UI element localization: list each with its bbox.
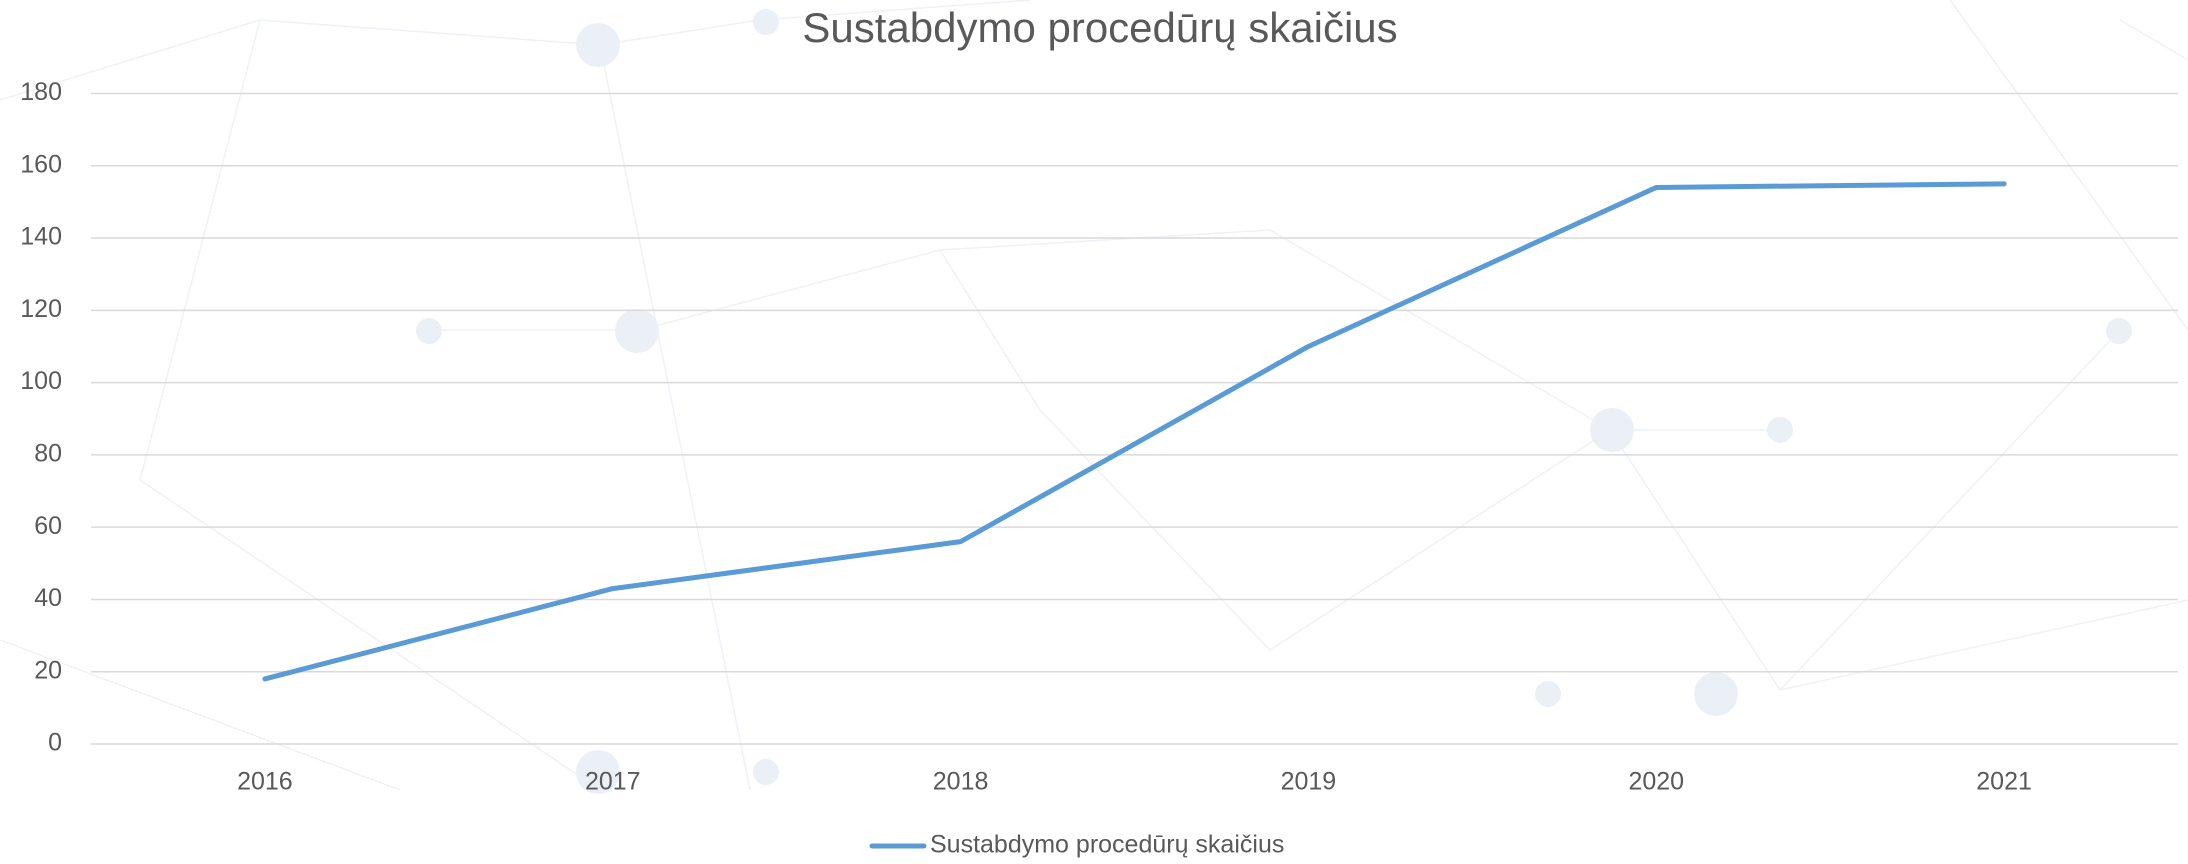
y-tick-label: 80	[34, 439, 62, 467]
y-tick-label: 20	[34, 656, 62, 684]
y-tick-label: 60	[34, 512, 62, 540]
y-tick-label: 140	[20, 223, 62, 251]
y-tick-label: 0	[48, 729, 62, 757]
background-decoration	[0, 0, 2188, 794]
legend-label: Sustabdymo procedūrų skaičius	[930, 831, 1284, 859]
series-line	[262, 181, 2007, 682]
y-tick-label: 160	[20, 150, 62, 178]
y-tick-label: 40	[34, 584, 62, 612]
y-tick-label: 100	[20, 367, 62, 395]
x-tick-label: 2016	[237, 768, 293, 796]
x-tick-label: 2021	[1976, 768, 2032, 796]
y-tick-label: 120	[20, 295, 62, 323]
x-tick-label: 2017	[585, 768, 641, 796]
x-tick-label: 2018	[933, 768, 989, 796]
x-tick-label: 2020	[1628, 768, 1684, 796]
x-tick-label: 2019	[1281, 768, 1337, 796]
chart-title: Sustabdymo procedūrų skaičius	[802, 4, 1397, 51]
y-tick-label: 180	[20, 78, 62, 106]
